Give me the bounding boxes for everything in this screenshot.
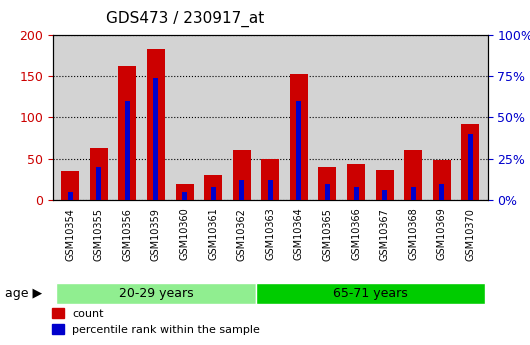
Bar xyxy=(118,66,136,200)
Bar xyxy=(468,134,473,200)
Bar xyxy=(290,74,308,200)
Bar xyxy=(68,192,73,200)
Bar xyxy=(153,78,158,200)
Bar xyxy=(439,184,444,200)
Bar xyxy=(125,101,130,200)
Bar xyxy=(296,101,302,200)
Bar xyxy=(210,187,216,200)
Bar xyxy=(261,159,279,200)
Bar xyxy=(404,150,422,200)
FancyBboxPatch shape xyxy=(256,283,485,304)
Bar xyxy=(411,187,416,200)
Bar xyxy=(347,165,365,200)
Bar xyxy=(462,124,480,200)
Bar xyxy=(90,148,108,200)
Bar xyxy=(433,159,451,200)
Bar xyxy=(147,49,165,200)
Bar xyxy=(96,167,101,200)
Bar xyxy=(319,167,337,200)
Bar xyxy=(382,190,387,200)
Text: 65-71 years: 65-71 years xyxy=(333,287,408,300)
Bar xyxy=(325,184,330,200)
Bar xyxy=(61,171,79,200)
Text: age ▶: age ▶ xyxy=(5,287,42,300)
Text: GDS473 / 230917_at: GDS473 / 230917_at xyxy=(107,10,264,27)
Bar xyxy=(268,180,273,200)
Bar xyxy=(239,180,244,200)
Bar xyxy=(182,192,187,200)
Bar xyxy=(233,150,251,200)
Bar xyxy=(354,187,359,200)
Text: 20-29 years: 20-29 years xyxy=(119,287,193,300)
Bar xyxy=(376,170,394,200)
Bar xyxy=(175,184,193,200)
FancyBboxPatch shape xyxy=(56,283,256,304)
Legend: count, percentile rank within the sample: count, percentile rank within the sample xyxy=(48,304,264,339)
Bar xyxy=(204,175,222,200)
